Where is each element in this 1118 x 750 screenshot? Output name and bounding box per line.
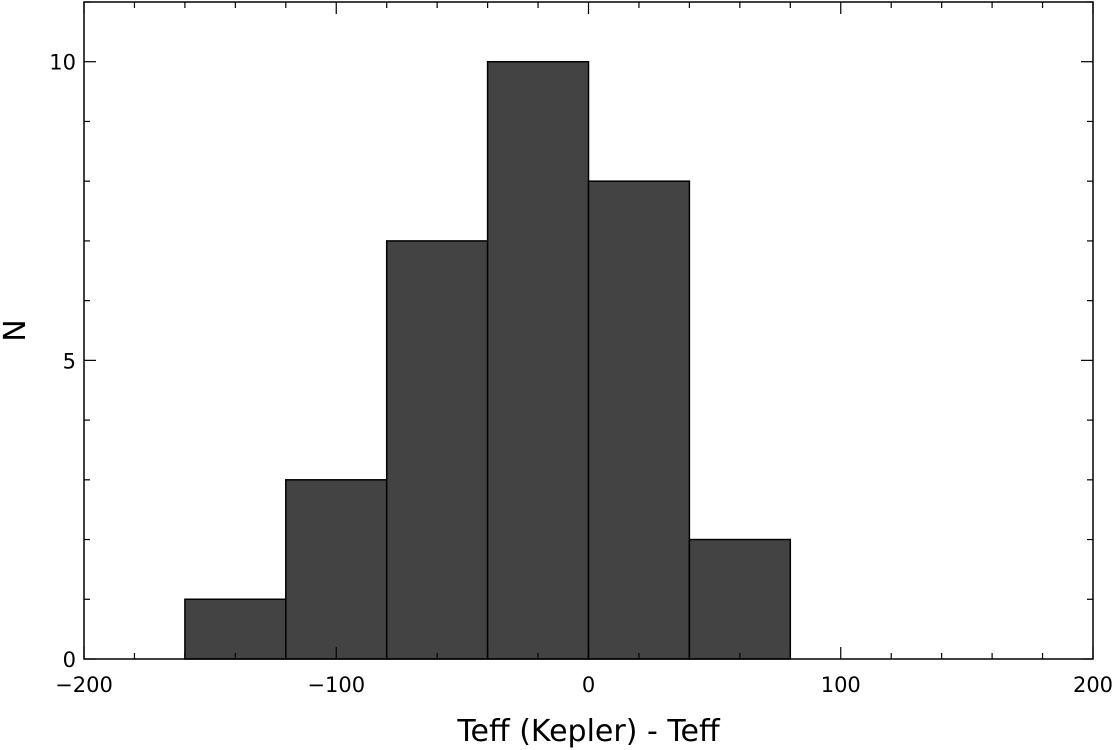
x-tick-label: 100 <box>821 673 861 697</box>
histogram-bar <box>688 538 792 660</box>
histogram-bar <box>184 598 287 660</box>
plot-frame <box>83 1 1094 660</box>
ticks-group <box>83 1 1094 660</box>
y-axis-title: N <box>0 319 33 341</box>
histogram-bar <box>486 60 590 660</box>
bars-group <box>184 60 792 660</box>
x-tick-label: −200 <box>55 673 113 697</box>
x-tick-label: 0 <box>582 673 595 697</box>
histogram-bar <box>285 479 388 660</box>
x-tick-label: 200 <box>1073 673 1113 697</box>
histogram-bar <box>385 240 489 660</box>
y-tick-label: 0 <box>63 648 76 672</box>
x-tick-label: −100 <box>307 673 365 697</box>
y-tick-label: 5 <box>63 349 76 373</box>
tick-labels-group: −200 −100 0 100 200 0 5 10 <box>49 51 1113 697</box>
y-tick-label: 10 <box>49 51 76 75</box>
histogram-bar <box>587 180 691 660</box>
x-axis-title: Teff (Kepler) - Teff <box>456 714 721 749</box>
